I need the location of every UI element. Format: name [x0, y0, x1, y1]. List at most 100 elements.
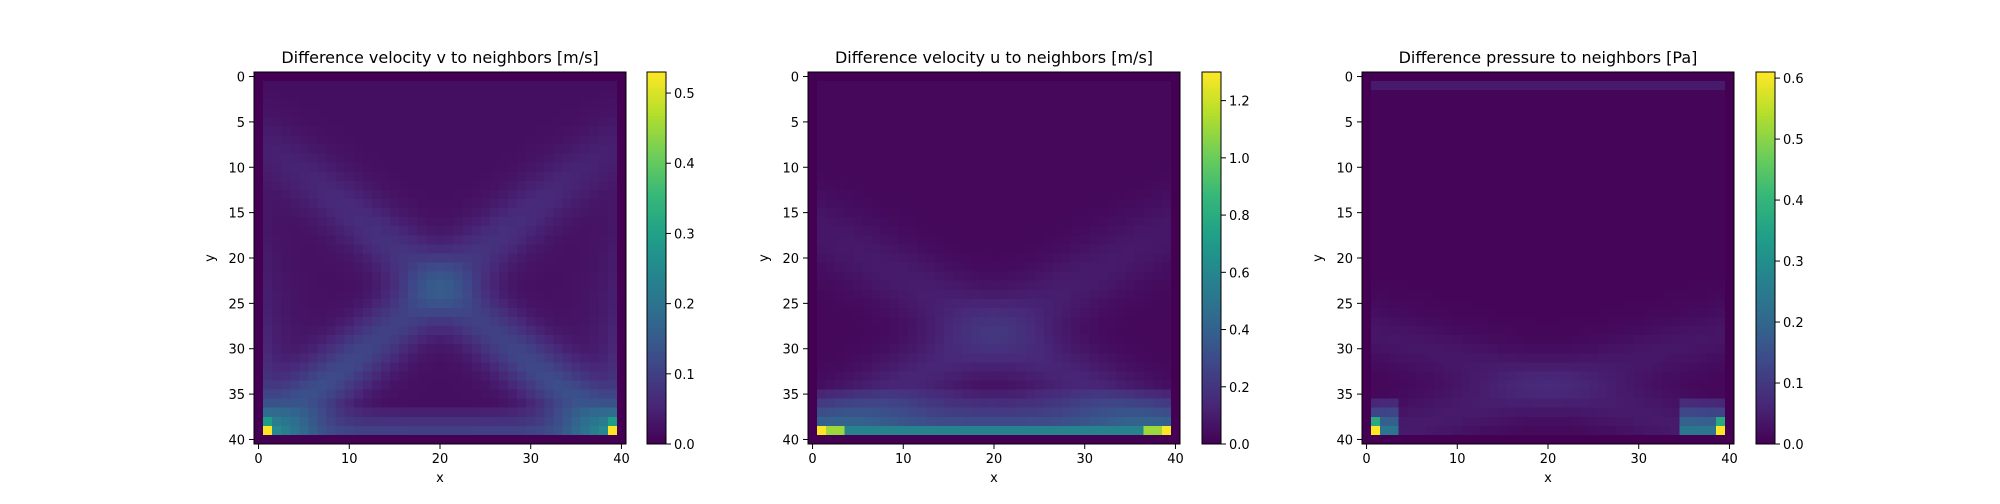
heatmap-cell — [1035, 362, 1045, 372]
heatmap-cell — [390, 81, 400, 91]
heatmap-cell — [1525, 235, 1535, 245]
heatmap-cell — [1071, 253, 1081, 263]
heatmap-cell — [1017, 136, 1027, 146]
heatmap-cell — [899, 308, 909, 318]
heatmap-cell — [1698, 308, 1708, 318]
heatmap-cell — [1389, 308, 1399, 318]
heatmap-cell — [1516, 199, 1526, 209]
heatmap-cell — [1008, 362, 1018, 372]
heatmap-cell — [1380, 117, 1390, 127]
heatmap-cell — [835, 299, 845, 309]
heatmap-cell — [354, 136, 364, 146]
heatmap-cell — [1725, 244, 1735, 254]
heatmap-cell — [472, 126, 482, 136]
heatmap-cell — [1107, 317, 1117, 327]
heatmap-cell — [971, 172, 981, 182]
colorbar-segment — [1202, 398, 1221, 402]
heatmap-cell — [372, 408, 382, 418]
heatmap-cell — [281, 190, 291, 200]
heatmap-cell — [1107, 380, 1117, 390]
heatmap-cell — [917, 380, 927, 390]
heatmap-cell — [345, 353, 355, 363]
heatmap-cell — [1398, 244, 1408, 254]
heatmap-cell — [881, 81, 891, 91]
heatmap-cell — [944, 253, 954, 263]
heatmap-cell — [971, 281, 981, 291]
x-tick-label: 30 — [1076, 452, 1093, 467]
heatmap-cell — [562, 380, 572, 390]
heatmap-cell — [1062, 217, 1072, 227]
heatmap-cell — [890, 308, 900, 318]
heatmap-cell — [1153, 163, 1163, 173]
heatmap-cell — [553, 326, 563, 336]
heatmap-cell — [1026, 362, 1036, 372]
heatmap-cell — [390, 344, 400, 354]
heatmap-cell — [1162, 253, 1172, 263]
heatmap-cell — [1098, 136, 1108, 146]
heatmap-cell — [890, 126, 900, 136]
colorbar-segment — [1202, 140, 1221, 144]
heatmap-cell — [1407, 235, 1417, 245]
colorbar-segment — [647, 373, 666, 377]
heatmap-cell — [899, 253, 909, 263]
heatmap-cell — [1462, 226, 1472, 236]
heatmap-cell — [535, 117, 545, 127]
heatmap-cell — [499, 290, 509, 300]
heatmap-cell — [1716, 190, 1726, 200]
heatmap-cell — [1126, 72, 1136, 82]
heatmap-cell — [481, 390, 491, 400]
heatmap-cell — [1389, 244, 1399, 254]
heatmap-cell — [1625, 326, 1635, 336]
heatmap-cell — [544, 344, 554, 354]
heatmap-cell — [1107, 181, 1117, 191]
heatmap-cell — [844, 99, 854, 109]
heatmap-cell — [1053, 272, 1063, 282]
heatmap-cell — [1498, 199, 1508, 209]
heatmap-cell — [1126, 362, 1136, 372]
heatmap-cell — [254, 435, 264, 445]
heatmap-cell — [463, 417, 473, 427]
heatmap-cell — [481, 217, 491, 227]
heatmap-cell — [1089, 99, 1099, 109]
heatmap-cell — [1634, 145, 1644, 155]
heatmap-cell — [1498, 244, 1508, 254]
heatmap-cell — [1571, 217, 1581, 227]
heatmap-cell — [1571, 126, 1581, 136]
heatmap-cell — [908, 126, 918, 136]
colorbar-segment — [647, 379, 666, 383]
heatmap-cell — [572, 317, 582, 327]
heatmap-cell — [590, 72, 600, 82]
heatmap-cell — [572, 408, 582, 418]
heatmap-cell — [535, 99, 545, 109]
heatmap-cell — [363, 435, 373, 445]
heatmap-cell — [553, 163, 563, 173]
heatmap-cell — [1116, 154, 1126, 164]
heatmap-cell — [853, 226, 863, 236]
heatmap-cell — [1362, 199, 1372, 209]
heatmap-cell — [1489, 244, 1499, 254]
heatmap-cell — [390, 99, 400, 109]
heatmap-cell — [254, 362, 264, 372]
heatmap-cell — [454, 190, 464, 200]
heatmap-cell — [481, 136, 491, 146]
heatmap-cell — [472, 299, 482, 309]
heatmap-cell — [399, 335, 409, 345]
heatmap-cell — [826, 181, 836, 191]
heatmap-cell — [989, 326, 999, 336]
heatmap-cell — [463, 145, 473, 155]
heatmap-cell — [1107, 163, 1117, 173]
heatmap-cell — [417, 99, 427, 109]
heatmap-cell — [426, 390, 436, 400]
heatmap-cell — [881, 335, 891, 345]
heatmap-cell — [1035, 244, 1045, 254]
heatmap-cell — [363, 244, 373, 254]
heatmap-cell — [881, 253, 891, 263]
heatmap-cell — [345, 154, 355, 164]
heatmap-cell — [336, 399, 346, 409]
heatmap-cell — [1126, 99, 1136, 109]
heatmap-cell — [1098, 145, 1108, 155]
heatmap-cell — [908, 163, 918, 173]
colorbar-segment — [647, 280, 666, 284]
heatmap-cell — [290, 72, 300, 82]
colorbar-segment — [1202, 109, 1221, 113]
